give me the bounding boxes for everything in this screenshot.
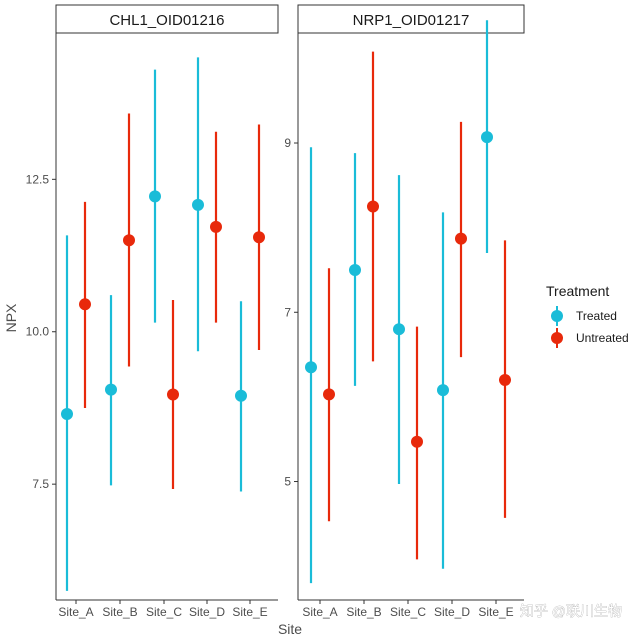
y-tick-label: 10.0 <box>26 325 50 339</box>
panel-chl1: CHL1_OID01216 7.510.012.5 Site_A Site_B Si… <box>26 4 279 619</box>
legend-key-dot-untreated <box>551 332 563 344</box>
x-tick-label-site-a: Site_A <box>302 605 337 619</box>
point-untreated-site-d <box>455 232 467 245</box>
x-tick-label-site-c: Site_C <box>390 605 426 619</box>
x-axis-title: Site <box>278 621 302 637</box>
point-untreated-site-a <box>323 388 335 401</box>
y-ticks-nrp1: 5 7 9 <box>284 136 298 489</box>
point-treated-site-a <box>305 361 317 374</box>
point-untreated-site-c <box>411 435 423 448</box>
x-tick-label-site-b: Site_B <box>102 605 137 619</box>
x-tick-label-site-e: Site_E <box>232 605 267 619</box>
point-untreated-site-e <box>253 231 265 244</box>
x-tick-label-site-c: Site_C <box>146 605 182 619</box>
legend: Treatment Treated Untreated <box>546 283 629 348</box>
y-axis-title: NPX <box>3 303 19 332</box>
y-tick-label: 9 <box>284 136 291 150</box>
point-untreated-site-e <box>499 373 511 386</box>
x-tick-label-site-e: Site_E <box>478 605 513 619</box>
x-tick-label-site-d: Site_D <box>434 605 470 619</box>
panel-title-nrp1: NRP1_OID01217 <box>353 12 470 29</box>
point-untreated-site-b <box>123 234 135 247</box>
point-treated-site-e <box>235 389 247 402</box>
point-treated-site-b <box>349 263 361 276</box>
legend-label-treated: Treated <box>576 309 617 323</box>
point-treated-site-d <box>437 384 449 397</box>
x-tick-label-site-b: Site_B <box>346 605 381 619</box>
point-treated-site-a <box>61 408 73 421</box>
point-untreated-site-a <box>79 298 91 311</box>
point-treated-site-c <box>393 323 405 336</box>
watermark: 知乎 @联川生物 <box>520 603 622 619</box>
point-treated-site-c <box>149 190 161 203</box>
point-treated-site-e <box>481 131 493 144</box>
point-untreated-site-c <box>167 388 179 401</box>
y-tick-label: 7.5 <box>32 477 49 491</box>
y-tick-label: 7 <box>284 305 291 319</box>
y-ticks-chl1: 7.5 10.0 12.5 <box>26 172 56 491</box>
legend-label-untreated: Untreated <box>576 331 629 345</box>
panel-strip-chl1 <box>55 4 279 34</box>
panel-nrp1: NRP1_OID01217 579 Site_A Site_B Site_C Site… <box>284 4 525 619</box>
legend-title: Treatment <box>546 283 609 299</box>
panel-title-chl1: CHL1_OID01216 <box>109 12 224 29</box>
x-tick-label-site-a: Site_A <box>58 605 93 619</box>
x-ticks-nrp1: Site_A Site_B Site_C Site_D Site_E <box>302 600 514 619</box>
point-treated-site-d <box>192 198 204 211</box>
point-untreated-site-b <box>367 200 379 213</box>
point-untreated-site-d <box>210 220 222 233</box>
marks-nrp1 <box>305 20 511 584</box>
y-tick-label: 12.5 <box>26 172 50 186</box>
x-ticks-chl1: Site_A Site_B Site_C Site_D Site_E <box>58 600 268 619</box>
point-treated-site-b <box>105 383 117 396</box>
marks-chl1 <box>61 57 265 591</box>
y-tick-label: 5 <box>284 475 291 489</box>
legend-key-dot-treated <box>551 310 563 322</box>
x-tick-label-site-d: Site_D <box>189 605 225 619</box>
